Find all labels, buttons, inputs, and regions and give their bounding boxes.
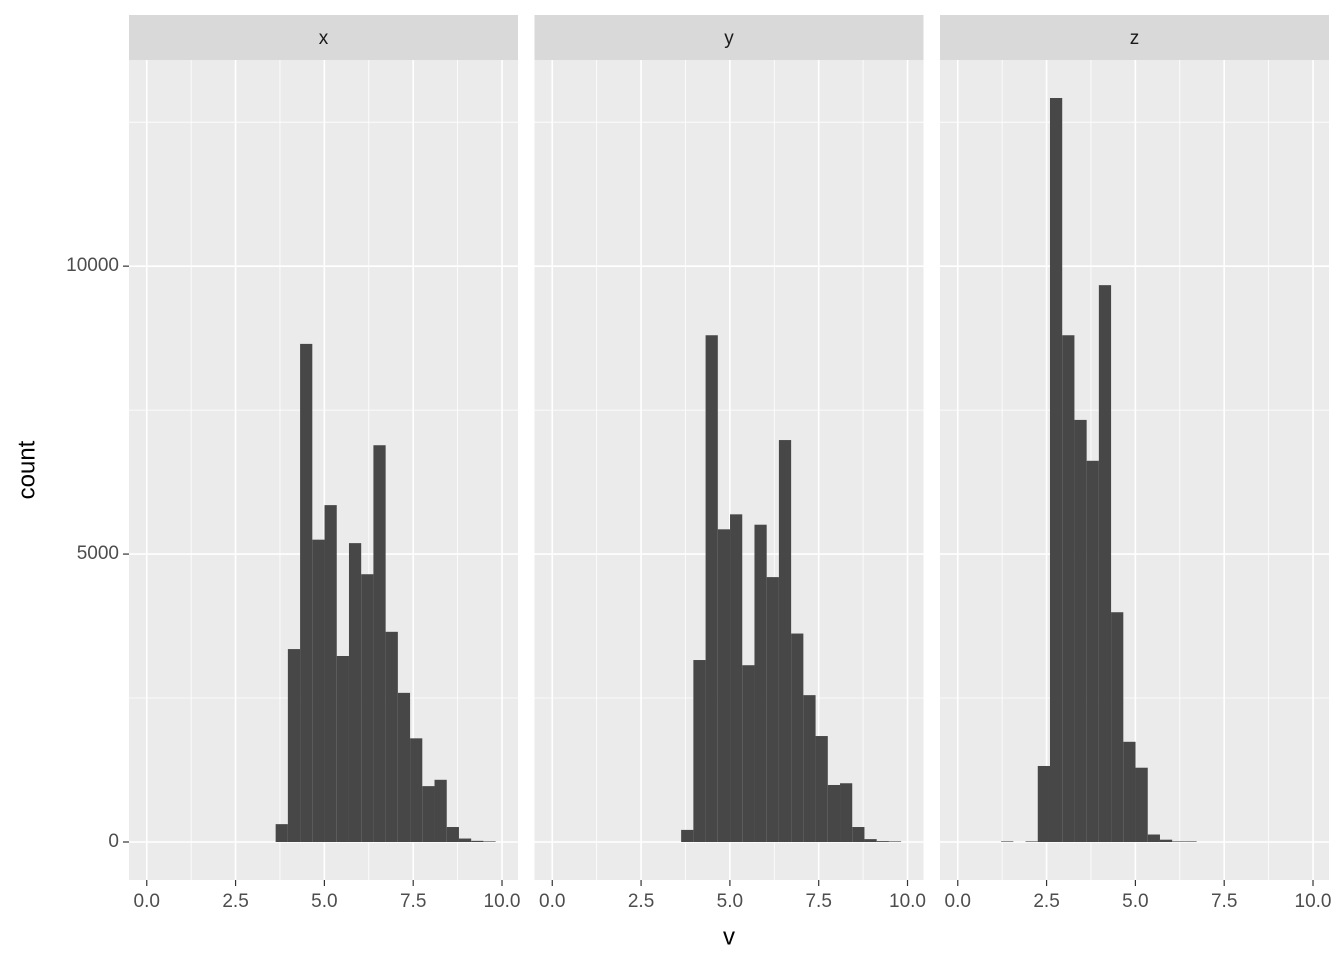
bar <box>324 505 337 842</box>
x-tick-label: 10.0 <box>889 891 926 912</box>
y-tick-label: 0 <box>108 831 119 852</box>
bar <box>422 786 435 842</box>
bar <box>876 841 889 842</box>
strip <box>940 15 1329 60</box>
bar <box>410 738 423 842</box>
bar <box>300 343 313 842</box>
strip <box>534 15 924 60</box>
bar <box>434 779 447 842</box>
bar <box>803 695 816 842</box>
bar <box>446 827 459 842</box>
bar <box>778 440 792 842</box>
bar <box>840 783 853 842</box>
bar <box>1086 460 1099 842</box>
bar <box>361 574 374 842</box>
bar <box>766 577 779 842</box>
bar <box>1037 765 1050 842</box>
x-tick-label: 0.0 <box>539 891 565 912</box>
x-axis-label: v <box>723 923 735 950</box>
bar <box>1074 419 1087 842</box>
x-tick-label: 2.5 <box>1033 891 1059 912</box>
x-tick-label: 5.0 <box>717 891 743 912</box>
x-tick-label: 7.5 <box>400 891 426 912</box>
x-tick-label: 5.0 <box>1122 891 1148 912</box>
x-tick-label: 7.5 <box>805 891 831 912</box>
bar <box>458 838 472 842</box>
x-tick-label: 10.0 <box>484 891 521 912</box>
y-tick-label: 5000 <box>77 543 119 564</box>
bar <box>1159 839 1173 842</box>
facet-title: x <box>319 28 329 49</box>
x-tick-label: 0.0 <box>134 891 160 912</box>
bar <box>754 524 767 842</box>
x-tick-label: 2.5 <box>628 891 654 912</box>
x-tick-label: 7.5 <box>1211 891 1237 912</box>
bar <box>1062 335 1075 842</box>
bar <box>471 840 484 842</box>
bar <box>717 529 731 842</box>
bar <box>483 841 496 842</box>
x-tick-label: 10.0 <box>1295 891 1332 912</box>
bar <box>348 543 362 842</box>
bar <box>373 445 386 842</box>
bar <box>681 829 694 842</box>
bar <box>1025 841 1038 842</box>
bar <box>1147 834 1160 842</box>
y-axis-label: count <box>13 440 40 499</box>
bar <box>1184 841 1197 842</box>
bar <box>287 649 301 842</box>
x-tick-label: 2.5 <box>222 891 248 912</box>
strip <box>129 15 518 60</box>
bar <box>336 655 349 842</box>
facet-title: y <box>724 28 734 49</box>
bar <box>693 660 706 842</box>
bar <box>864 839 877 842</box>
bar <box>730 514 743 842</box>
bar <box>312 539 325 842</box>
bar <box>1123 741 1136 842</box>
bar <box>827 784 841 842</box>
bar <box>791 633 804 842</box>
bar <box>397 692 411 842</box>
bar <box>385 631 398 842</box>
bar <box>1049 98 1063 842</box>
x-tick-label: 5.0 <box>311 891 337 912</box>
x-tick-label: 0.0 <box>945 891 971 912</box>
bar <box>1001 841 1014 842</box>
bar <box>705 335 718 842</box>
bar <box>275 824 288 842</box>
bar <box>852 827 865 842</box>
facet-title: z <box>1130 28 1140 49</box>
bar <box>1172 841 1185 842</box>
bar <box>742 665 755 842</box>
bar <box>815 736 828 842</box>
y-tick-label: 10000 <box>66 255 119 276</box>
bar <box>888 841 902 842</box>
bar <box>1135 767 1148 842</box>
bar <box>1111 612 1124 842</box>
bar <box>1098 285 1112 842</box>
